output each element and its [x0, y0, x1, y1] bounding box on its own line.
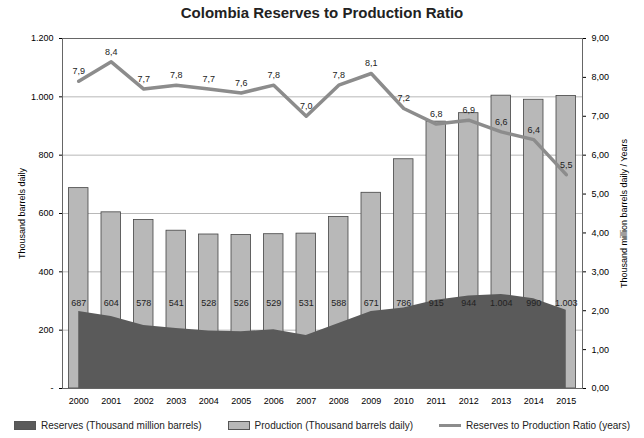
svg-text:1.200: 1.200	[31, 33, 54, 43]
svg-text:5,00: 5,00	[592, 189, 610, 199]
svg-text:7,9: 7,9	[72, 66, 85, 76]
html-text:Colombia Reserves to Productio: Colombia Reserves to Production Ratio	[180, 4, 464, 21]
svg-text:1.004: 1.004	[490, 298, 513, 308]
svg-text:687: 687	[71, 298, 86, 308]
svg-text:8,00: 8,00	[592, 72, 610, 82]
svg-text:6,8: 6,8	[430, 109, 443, 119]
svg-text:7,8: 7,8	[332, 70, 345, 80]
svg-text:6,6: 6,6	[495, 117, 508, 127]
svg-text:541: 541	[169, 298, 184, 308]
svg-text:2005: 2005	[231, 396, 251, 406]
svg-text:Thousand million barrels daily: Thousand million barrels daily / Years	[619, 138, 629, 288]
svg-text:-: -	[51, 383, 54, 393]
svg-text:2002: 2002	[134, 396, 154, 406]
svg-text:7,7: 7,7	[202, 74, 215, 84]
svg-text:526: 526	[234, 298, 249, 308]
svg-text:2008: 2008	[329, 396, 349, 406]
svg-text:2004: 2004	[199, 396, 219, 406]
svg-text:2012: 2012	[459, 396, 479, 406]
svg-text:588: 588	[331, 298, 346, 308]
svg-text:7,7: 7,7	[137, 74, 150, 84]
svg-text:5,5: 5,5	[560, 159, 573, 169]
svg-text:8,4: 8,4	[105, 47, 118, 57]
svg-text:1,00: 1,00	[592, 344, 610, 354]
svg-text:800: 800	[38, 150, 53, 160]
svg-text:2000: 2000	[69, 396, 89, 406]
svg-text:6,4: 6,4	[527, 124, 540, 134]
svg-text:2007: 2007	[296, 396, 316, 406]
html-text:Production (Thousand barrels d: Production (Thousand barrels daily)	[254, 419, 413, 431]
svg-text:7,8: 7,8	[170, 70, 183, 80]
svg-text:529: 529	[266, 298, 281, 308]
svg-text:2011: 2011	[427, 396, 446, 406]
svg-text:Thousand barrels daily: Thousand barrels daily	[17, 167, 27, 259]
svg-text:7,8: 7,8	[267, 70, 280, 80]
svg-text:2001: 2001	[101, 396, 121, 406]
svg-text:604: 604	[104, 298, 119, 308]
svg-text:2,00: 2,00	[592, 306, 610, 316]
svg-text:671: 671	[364, 298, 379, 308]
svg-text:1.000: 1.000	[31, 92, 54, 102]
svg-text:2014: 2014	[524, 396, 544, 406]
svg-text:7,0: 7,0	[300, 101, 313, 111]
svg-text:2009: 2009	[361, 396, 381, 406]
svg-text:578: 578	[136, 298, 151, 308]
svg-text:9,00: 9,00	[592, 33, 610, 43]
svg-text:944: 944	[461, 298, 476, 308]
svg-text:1.003: 1.003	[555, 298, 578, 308]
svg-text:6,9: 6,9	[462, 105, 475, 115]
svg-text:2010: 2010	[394, 396, 414, 406]
svg-text:400: 400	[38, 267, 53, 277]
svg-text:915: 915	[429, 298, 444, 308]
svg-text:200: 200	[38, 325, 53, 335]
svg-text:2015: 2015	[556, 396, 576, 406]
svg-text:3,00: 3,00	[592, 267, 610, 277]
svg-text:0,00: 0,00	[592, 383, 610, 393]
svg-text:600: 600	[38, 208, 53, 218]
svg-text:528: 528	[201, 298, 216, 308]
svg-text:786: 786	[396, 298, 411, 308]
html-text:Reserves to Production Ratio (: Reserves to Production Ratio (years)	[466, 419, 630, 431]
svg-text:531: 531	[299, 298, 314, 308]
svg-text:2003: 2003	[166, 396, 186, 406]
svg-text:4,00: 4,00	[592, 228, 610, 238]
svg-text:6,00: 6,00	[592, 150, 610, 160]
svg-text:7,6: 7,6	[235, 78, 248, 88]
svg-text:990: 990	[526, 298, 541, 308]
svg-text:2013: 2013	[491, 396, 511, 406]
svg-text:2006: 2006	[264, 396, 284, 406]
html-text:Reserves (Thousand million bar: Reserves (Thousand million barrels)	[41, 419, 202, 431]
svg-text:7,2: 7,2	[397, 93, 410, 103]
svg-text:8,1: 8,1	[365, 58, 378, 68]
svg-text:7,00: 7,00	[592, 111, 610, 121]
